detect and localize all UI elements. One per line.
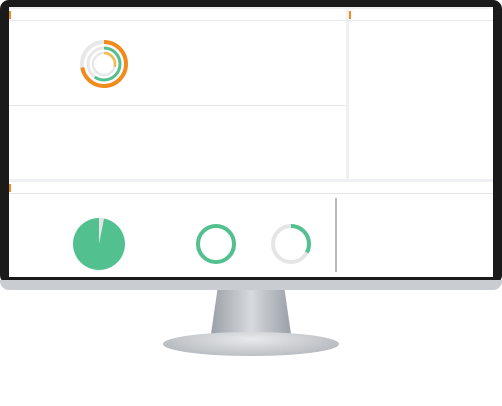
- overview-title: [9, 9, 346, 21]
- pie-pending-slice: [99, 218, 104, 244]
- progress-ring-2: [271, 224, 311, 264]
- tasks-panel: [9, 182, 493, 277]
- monitor-stand-neck: [211, 290, 291, 334]
- messages-panel: [349, 9, 493, 179]
- ring-inner: [91, 51, 117, 77]
- ring-outer: [80, 40, 128, 88]
- progress-ring-1: [196, 224, 236, 264]
- progress-rings: [196, 224, 311, 264]
- overview-divider: [9, 105, 346, 106]
- monitor-chin: [0, 280, 502, 290]
- whole-pie-chart: [73, 218, 125, 270]
- completion-rings-chart: [80, 40, 128, 88]
- dashboard-screen: [9, 7, 493, 277]
- task-bar-chart: [342, 196, 492, 276]
- overview-panel: [9, 9, 346, 179]
- monitor-stand-foot: [163, 332, 339, 356]
- messages-title: [349, 9, 493, 21]
- ring-middle: [86, 46, 122, 82]
- panel-scrollbar[interactable]: [335, 198, 337, 272]
- tasks-title: [9, 182, 493, 194]
